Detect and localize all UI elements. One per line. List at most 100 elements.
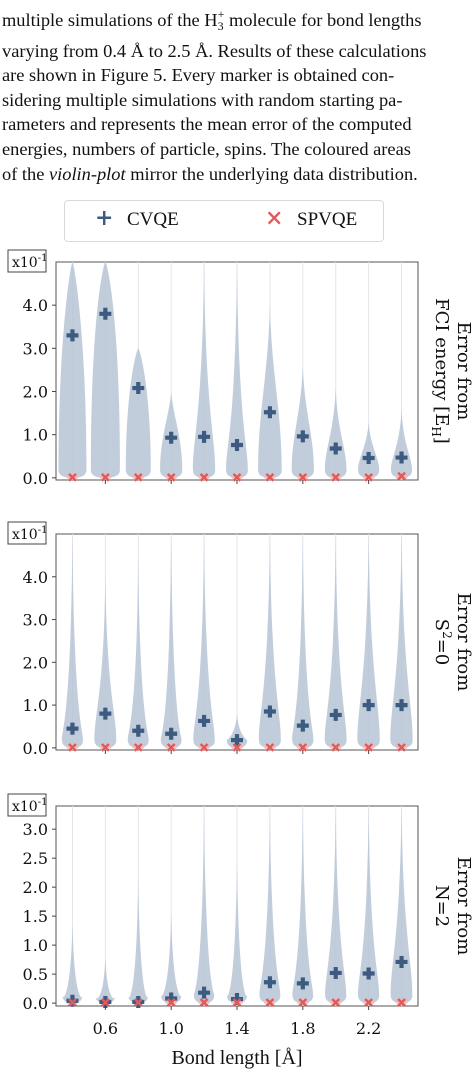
spvqe-mean-marker [68,743,77,752]
y-tick-label: 3.0 [23,611,48,630]
y-tick-label: 2.0 [23,653,48,672]
cvqe-violin [127,555,149,748]
cvqe-mean-marker [329,708,342,721]
cvqe-violin [324,387,347,478]
spvqe-mean-marker [232,998,242,1007]
cvqe-violin [292,534,314,748]
cvqe-mean-marker [329,966,342,979]
y-tick-label: 2.0 [23,383,48,402]
cvqe-violin [226,262,248,478]
spvqe-mean-marker [166,998,176,1007]
cvqe-violin [58,262,87,478]
cvqe-mean-marker [263,976,276,989]
cvqe-violin [62,921,83,1004]
cvqe-violin [161,910,182,1004]
x-axis-label: Bond length [Å] [171,1047,303,1069]
paragraph-line-1: multiple simulations of the H3+ molecule… [2,7,422,33]
y-tick-label: 0.0 [23,739,48,758]
cvqe-mean-marker [165,727,178,740]
y-tick-label: 3.0 [23,339,48,358]
spvqe-mean-marker [298,473,308,482]
spvqe-mean-marker [397,998,406,1007]
spvqe-mean-marker [199,743,209,752]
y-tick-label: 0.5 [23,965,48,984]
chart-legend: + CVQE × SPVQE [64,200,384,242]
cvqe-mean-marker [296,430,309,443]
paragraph-line-7: of the violin-plot mirror the underlying… [2,163,418,184]
cvqe-violin [292,806,314,1004]
spvqe-legend-marker: × [265,205,284,231]
spvqe-mean-marker [68,998,77,1007]
cvqe-violin [358,806,380,1004]
spvqe-mean-marker [199,473,209,482]
cvqe-violin [390,408,413,478]
h3-subscript: 3 [217,19,224,33]
cvqe-violin [258,534,281,748]
cvqe-mean-marker [66,722,79,735]
y-tick-label: 1.5 [23,907,48,926]
paragraph-line-5: rameters and represents the mean error o… [2,114,412,135]
paragraph-line-6: energies, numbers of particle, spins. Th… [2,138,411,159]
spvqe-mean-marker [397,471,406,481]
y-tick-label: 0.0 [23,994,48,1013]
spvqe-mean-marker [298,743,308,752]
spvqe-mean-marker [68,473,77,482]
cvqe-mean-marker [263,406,276,419]
cvqe-mean-marker [329,442,342,455]
cvqe-violin [192,262,216,478]
violin-plot-term: violin-plot [48,163,126,184]
x-tick-label: 0.6 [93,1019,118,1038]
y-axis-label: Error fromFCI energy [EH] [429,298,474,444]
cvqe-mean-marker [198,714,211,727]
figure-caption-paragraph: multiple simulations of the H3+ molecule… [2,2,472,186]
cvqe-mean-marker [296,977,309,990]
spvqe-mean-marker [331,743,341,752]
cvqe-mean-marker [362,451,375,464]
h3-superscript: + [217,7,225,21]
cvqe-violin [193,806,215,1004]
paragraph-line-2: varying from 0.4 Å to 2.5 Å. Results of … [2,40,427,61]
cvqe-mean-marker [296,719,309,732]
cvqe-mean-marker [263,705,276,718]
cvqe-mean-marker [132,724,145,737]
cvqe-mean-marker [395,699,408,712]
cvqe-mean-marker [395,955,408,968]
cvqe-violin [357,534,380,748]
multiplier-box [7,521,47,545]
cvqe-mean-marker [66,329,79,342]
cvqe-mean-marker [395,451,408,464]
cvqe-mean-marker [198,430,211,443]
x-tick-label: 1.0 [158,1019,183,1038]
cvqe-violin [160,534,182,748]
cvqe-violin [390,806,413,1004]
y-tick-label: 1.0 [23,696,48,715]
cvqe-mean-marker [99,707,112,720]
spvqe-mean-marker [331,473,341,482]
y-tick-label: 0.0 [23,469,48,488]
cvqe-mean-marker [66,994,79,1007]
y-axis-label: Error fromS2=0 [431,593,474,692]
x-tick-label: 2.2 [356,1019,381,1038]
cvqe-violin [128,875,149,1004]
multiplier-box [7,249,47,273]
spvqe-mean-marker [133,998,143,1007]
spvqe-mean-marker [331,998,341,1007]
cvqe-mean-marker [132,382,145,395]
cvqe-mean-marker [198,986,211,999]
spvqe-mean-marker [101,473,110,482]
y-tick-label: 3.0 [23,820,48,839]
paragraph-line-4: sidering multiple simulations with rando… [2,89,403,110]
cvqe-violin [61,534,83,748]
cvqe-violin [95,956,116,1004]
cvqe-violin [125,348,151,478]
spvqe-mean-marker [298,998,308,1007]
x-tick-label: 1.4 [224,1019,249,1038]
x-tick-label: 1.8 [290,1019,315,1038]
spvqe-mean-marker [133,743,143,752]
paragraph-line-3: are shown in Figure 5. Every marker is o… [2,65,395,86]
spvqe-mean-marker [364,473,373,482]
y-tick-label: 2.0 [23,878,48,897]
